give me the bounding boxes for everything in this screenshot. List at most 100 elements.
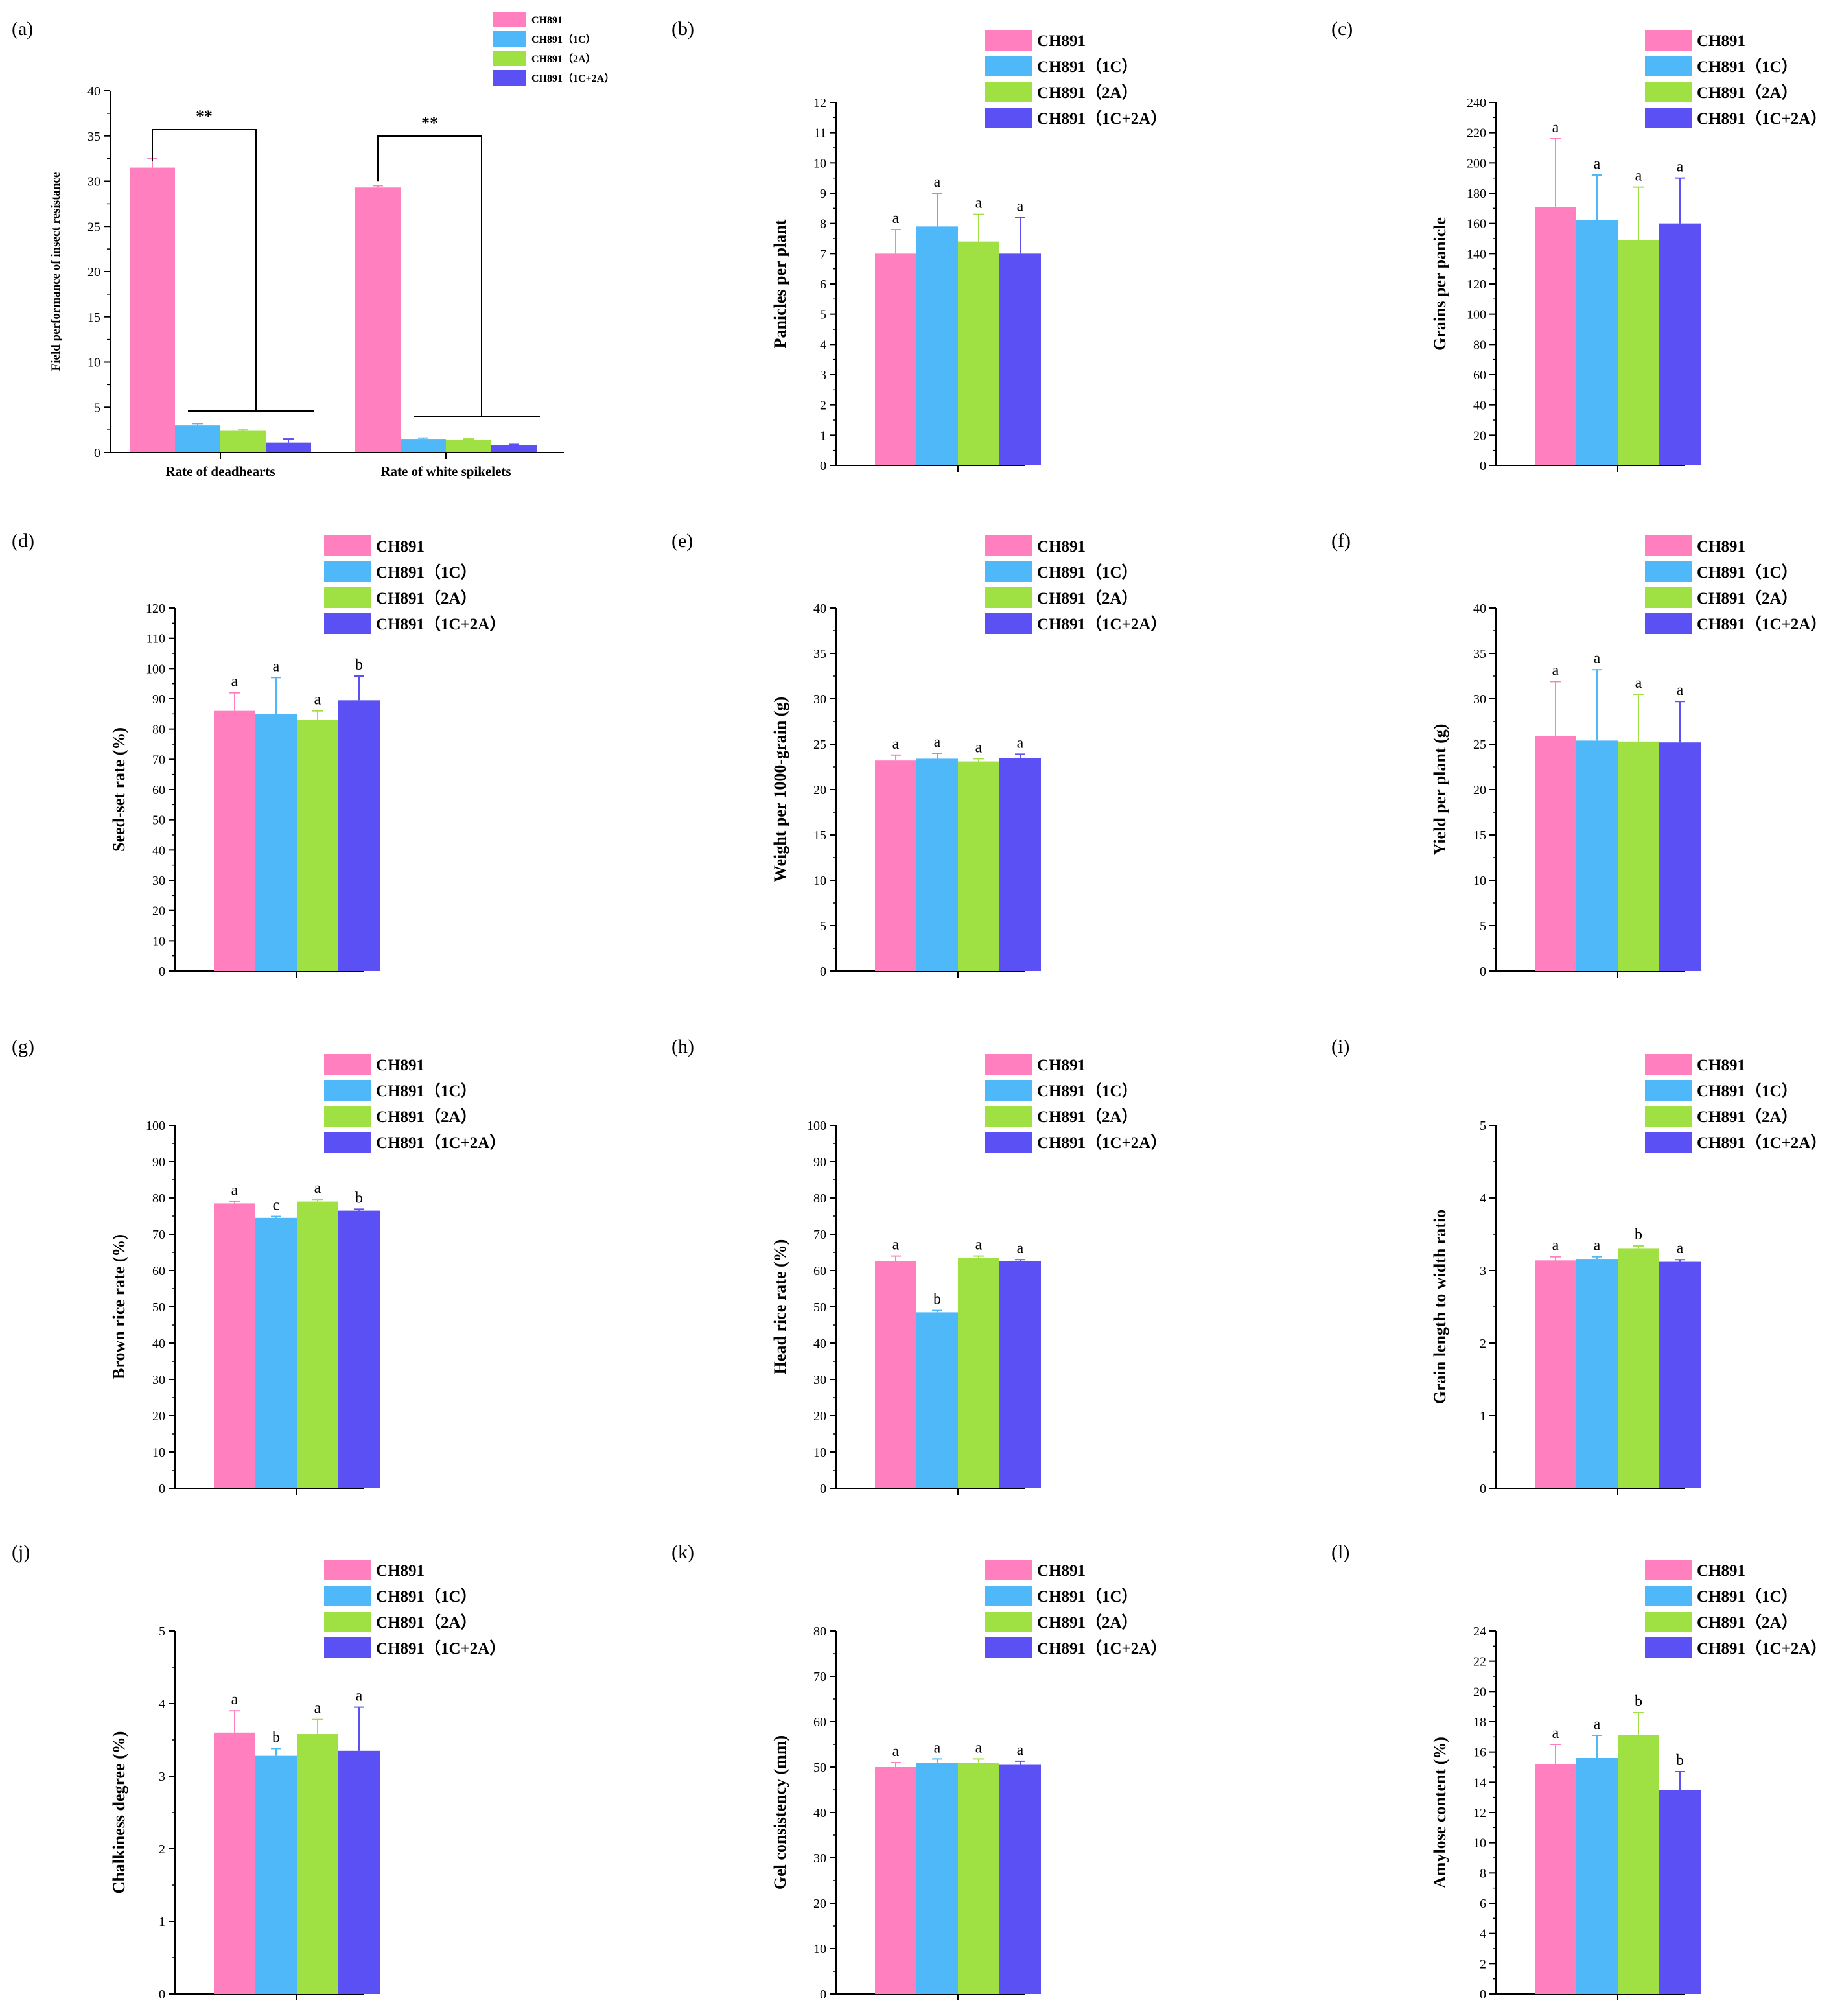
y-tick-label: 3 bbox=[820, 368, 826, 382]
legend-label-2: CH891（1C） bbox=[1037, 1081, 1138, 1100]
legend-swatch-3 bbox=[493, 51, 526, 66]
y-tick-label: 0 bbox=[1480, 965, 1486, 979]
legend-label-3: CH891（2A） bbox=[376, 1107, 477, 1126]
legend-label-4: CH891（1C+2A） bbox=[376, 1639, 506, 1658]
y-tick-label: 40 bbox=[813, 1806, 826, 1820]
y-tick-label: 50 bbox=[152, 814, 165, 828]
legend-label-1: CH891 bbox=[1697, 32, 1745, 50]
legend-label-4: CH891（1C+2A） bbox=[376, 615, 506, 633]
legend-label-1: CH891 bbox=[531, 15, 563, 26]
y-tick-label: 50 bbox=[813, 1300, 826, 1315]
y-tick-label: 120 bbox=[146, 602, 165, 616]
bar-series-4 bbox=[338, 1210, 380, 1488]
y-tick-label: 0 bbox=[1480, 459, 1486, 473]
chart-panel-f: (f) CH891 CH891（1C） CH891（2A） CH891（1C+2A） 0 5… bbox=[1331, 530, 1826, 979]
legend-label-3: CH891（2A） bbox=[1697, 1107, 1798, 1126]
panel-label: (a) bbox=[12, 18, 33, 40]
bar-series-3 bbox=[1618, 741, 1659, 971]
y-tick-label: 14 bbox=[1473, 1776, 1486, 1790]
y-tick-label: 160 bbox=[1467, 217, 1486, 231]
significance-bracket bbox=[152, 129, 257, 411]
y-tick-label: 40 bbox=[152, 843, 165, 858]
bar-series-2 bbox=[916, 758, 958, 971]
legend-label-3: CH891（2A） bbox=[1697, 589, 1798, 607]
significance-letter: a bbox=[1677, 682, 1684, 699]
y-axis-title: Chalkiness degree (%) bbox=[110, 1731, 128, 1894]
legend-label-4: CH891（1C+2A） bbox=[1037, 1133, 1167, 1152]
significance-marker: ** bbox=[196, 107, 213, 126]
legend-label-1: CH891 bbox=[1697, 1562, 1745, 1580]
y-tick-label: 4 bbox=[1480, 1927, 1486, 1941]
y-tick-label: 220 bbox=[1467, 126, 1486, 141]
y-tick-label: 30 bbox=[1473, 692, 1486, 707]
y-tick-label: 100 bbox=[146, 662, 165, 676]
legend-label-3: CH891（2A） bbox=[1037, 589, 1138, 607]
chart-panel-k: (k) CH891 CH891（1C） CH891（2A） CH891（1C+2A） 0 1… bbox=[671, 1541, 1167, 2002]
legend-swatch-4 bbox=[324, 1132, 371, 1153]
significance-letter: b bbox=[272, 1729, 280, 1746]
significance-letter: a bbox=[1017, 734, 1024, 751]
y-tick-label: 80 bbox=[152, 1191, 165, 1206]
legend-swatch-2 bbox=[324, 1080, 371, 1101]
bar-series-3 bbox=[958, 761, 999, 971]
legend-label-4: CH891（1C+2A） bbox=[1697, 1639, 1826, 1658]
legend-label-1: CH891 bbox=[376, 538, 425, 556]
bar-series-2 bbox=[1576, 220, 1618, 465]
bar-series-3 bbox=[1618, 1735, 1659, 1994]
y-tick-label: 50 bbox=[152, 1300, 165, 1315]
legend-label-1: CH891 bbox=[376, 1057, 425, 1074]
legend-label-3: CH891（2A） bbox=[376, 589, 477, 607]
significance-letter: a bbox=[1017, 198, 1024, 215]
y-tick-label: 4 bbox=[820, 338, 826, 352]
legend-swatch-1 bbox=[1645, 1054, 1692, 1075]
legend-label-4: CH891（1C+2A） bbox=[1037, 615, 1167, 633]
y-axis-title: Head rice rate (%) bbox=[771, 1239, 789, 1375]
significance-letter: b bbox=[355, 1190, 363, 1206]
bar-series-2 bbox=[916, 1312, 958, 1488]
significance-letter: b bbox=[1635, 1693, 1642, 1710]
y-tick-label: 8 bbox=[1480, 1866, 1486, 1881]
y-axis-title: Gel consistency (mm) bbox=[771, 1735, 789, 1890]
y-tick-label: 70 bbox=[152, 1228, 165, 1242]
legend-swatch-3 bbox=[1645, 82, 1692, 102]
y-tick-label: 5 bbox=[1480, 919, 1486, 933]
legend-label-1: CH891 bbox=[1037, 1057, 1086, 1074]
y-tick-label: 20 bbox=[1473, 428, 1486, 443]
bar-series-4 bbox=[999, 1764, 1041, 1994]
y-tick-label: 9 bbox=[820, 187, 826, 201]
bar-series-1 bbox=[1535, 1764, 1576, 1994]
y-tick-label: 25 bbox=[87, 220, 100, 234]
legend-label-4: CH891（1C+2A） bbox=[1037, 1639, 1167, 1658]
bar-series-2 bbox=[255, 714, 297, 971]
y-tick-label: 0 bbox=[820, 459, 826, 473]
bar-series-4 bbox=[1659, 742, 1701, 971]
y-tick-label: 70 bbox=[813, 1670, 826, 1684]
legend-label-2: CH891（1C） bbox=[1037, 57, 1138, 76]
y-tick-label: 30 bbox=[813, 1851, 826, 1866]
significance-bracket bbox=[377, 135, 482, 416]
legend-swatch-3 bbox=[1645, 1612, 1692, 1632]
significance-letter: a bbox=[1635, 675, 1642, 692]
legend-swatch-4 bbox=[324, 1637, 371, 1658]
y-axis-title: Panicles per plant bbox=[771, 219, 789, 348]
legend-label-1: CH891 bbox=[1037, 32, 1086, 50]
legend-swatch-1 bbox=[1645, 30, 1692, 51]
y-tick-label: 2 bbox=[820, 399, 826, 413]
y-tick-label: 10 bbox=[813, 1446, 826, 1460]
legend-label-2: CH891（1C） bbox=[376, 1081, 477, 1100]
x-tick-label: Rate of white spikelets bbox=[380, 463, 511, 479]
panel-label: (j) bbox=[12, 1541, 30, 1563]
legend-swatch-2 bbox=[324, 1586, 371, 1606]
significance-letter: a bbox=[314, 1700, 321, 1717]
y-tick-label: 40 bbox=[813, 602, 826, 616]
legend-label-4: CH891（1C+2A） bbox=[1697, 1133, 1826, 1152]
y-tick-label: 3 bbox=[159, 1770, 165, 1784]
bar-series-3 bbox=[1618, 1248, 1659, 1488]
legend-label-2: CH891（1C） bbox=[1697, 57, 1798, 76]
y-tick-label: 0 bbox=[94, 446, 100, 460]
bar-series-2 bbox=[1576, 1758, 1618, 1994]
y-tick-label: 15 bbox=[1473, 828, 1486, 843]
y-tick-label: 70 bbox=[152, 753, 165, 767]
y-tick-label: 100 bbox=[146, 1119, 165, 1133]
significance-letter: a bbox=[892, 736, 900, 753]
